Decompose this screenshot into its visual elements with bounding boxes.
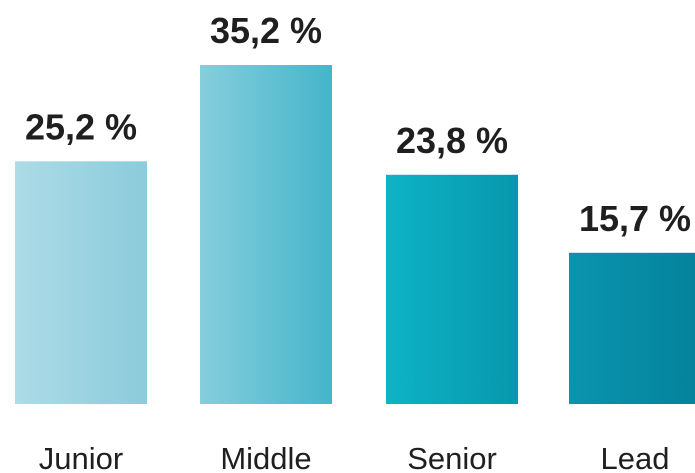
value-label-lead: 15,7 % (579, 198, 691, 239)
category-label-junior: Junior (39, 441, 123, 473)
category-label-lead: Lead (601, 441, 670, 473)
category-label-senior: Senior (407, 441, 497, 473)
value-label-junior: 25,2 % (25, 106, 137, 147)
value-labels-group: 25,2 % 35,2 % 23,8 % 15,7 % (25, 10, 691, 239)
bar-junior (15, 161, 147, 404)
bars-group (15, 65, 695, 404)
bar-senior (386, 174, 518, 404)
bar-middle (200, 65, 332, 404)
category-labels-group: Junior Middle Senior Lead (39, 441, 670, 473)
category-label-middle: Middle (220, 441, 311, 473)
bar-lead (569, 252, 695, 404)
value-label-middle: 35,2 % (210, 10, 322, 51)
value-label-senior: 23,8 % (396, 120, 508, 161)
